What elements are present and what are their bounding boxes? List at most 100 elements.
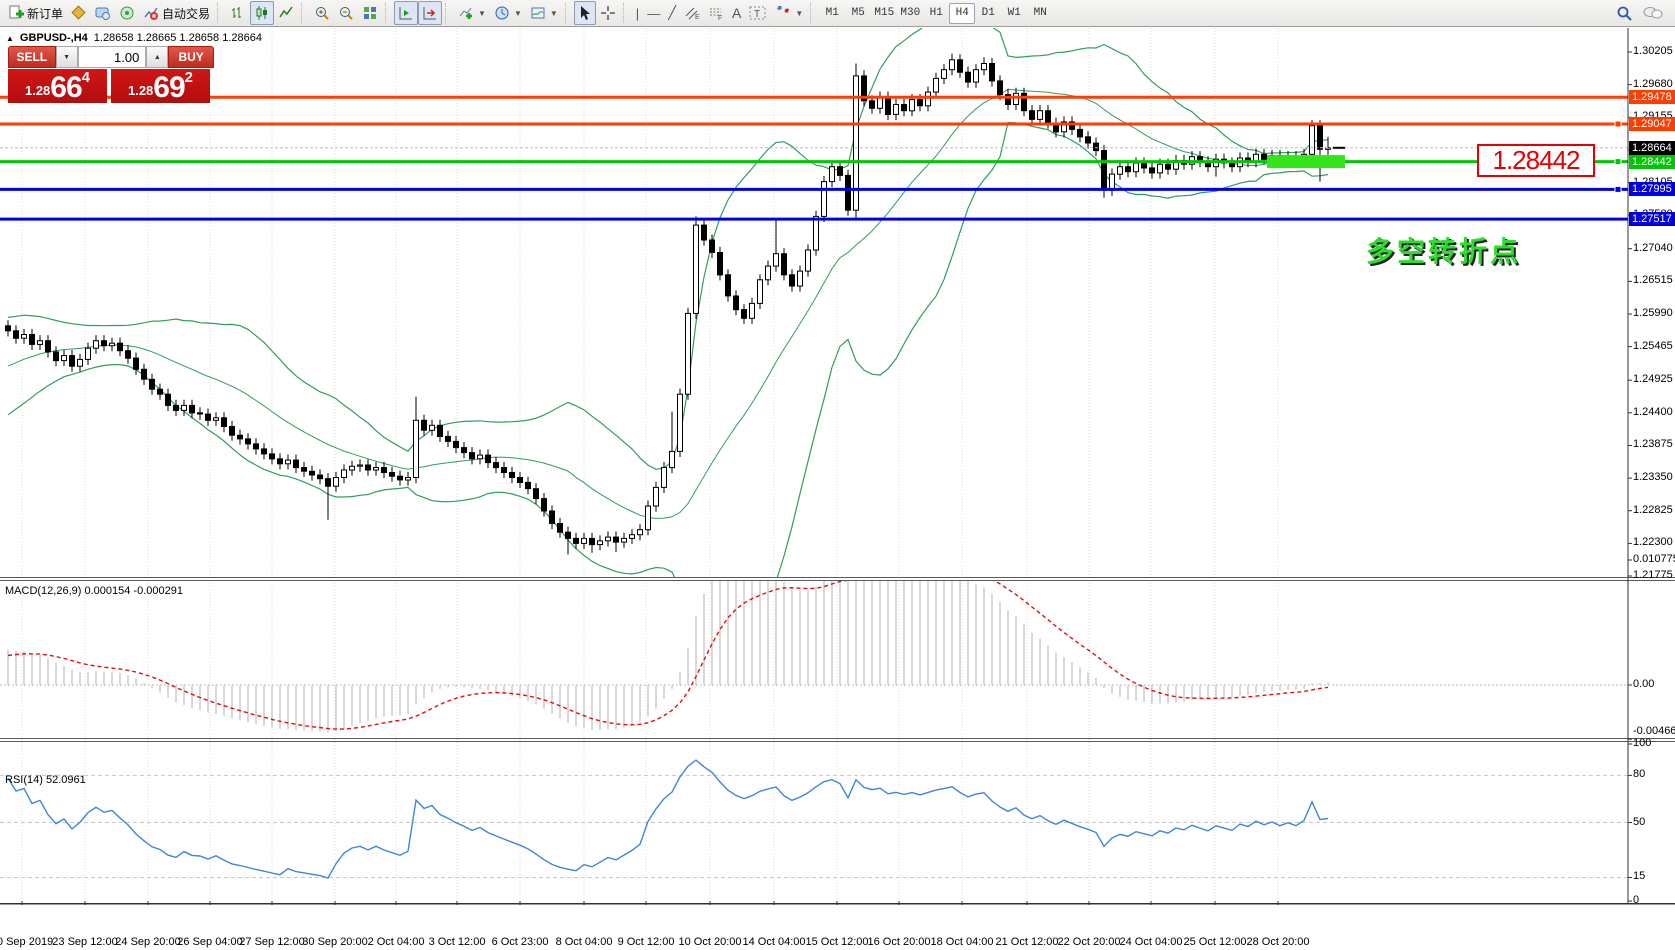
rsi-tick-label: 15	[1633, 870, 1646, 883]
auto-scroll-button[interactable]	[394, 1, 419, 25]
horizontal-line-button[interactable]: —	[643, 1, 664, 25]
rsi-tick-label: 0	[1633, 894, 1640, 906]
buy-price-box[interactable]: 1.28 69 2	[111, 69, 210, 103]
vertical-line-button[interactable]: |	[632, 1, 643, 25]
price-callout[interactable]: 1.28442	[1477, 144, 1595, 177]
timeframe-H1[interactable]: H1	[929, 7, 943, 20]
zoom-out-icon	[340, 7, 353, 20]
macd-tick-label: 0.010775	[1633, 553, 1675, 565]
price-tick-label: 1.23350	[1633, 471, 1673, 484]
time-tick-label: 2 Oct 04:00	[367, 936, 425, 948]
volume-decrease-button[interactable]: ▼	[55, 46, 78, 68]
toolbar-separator	[622, 3, 629, 23]
chart-annotation-text[interactable]: 多空转折点	[1366, 236, 1522, 267]
timeframe-H4[interactable]: H4	[949, 2, 976, 24]
toolbar-separator	[217, 3, 223, 23]
time-tick-label: 30 Sep 20:00	[302, 936, 368, 948]
text-icon: A	[732, 5, 742, 21]
autotrading-label: 自动交易	[162, 6, 211, 21]
time-tick-label: 27 Sep 12:00	[239, 936, 305, 948]
toolbar-separator	[301, 3, 307, 23]
trendline-button[interactable]: ╱	[664, 1, 680, 25]
arrows-button[interactable]: ▼	[771, 1, 807, 25]
search-icon[interactable]	[1616, 5, 1633, 22]
crosshair-button[interactable]	[596, 1, 620, 25]
price-tick-label: 1.22300	[1633, 536, 1673, 549]
timeframe-D1[interactable]: D1	[981, 7, 995, 20]
volume-increase-button[interactable]: ▲	[146, 46, 169, 68]
cursor-button[interactable]	[573, 1, 596, 25]
level-price-label: 1.29478	[1629, 90, 1675, 105]
current-price-label: 1.28664	[1629, 140, 1675, 155]
symbol-ohlc: 1.28658 1.28665 1.28658 1.28664	[93, 32, 262, 44]
time-tick-label: 15 Oct 12:00	[805, 936, 869, 948]
price-tick-label: 1.26515	[1633, 274, 1673, 287]
sell-button[interactable]: SELL	[8, 46, 56, 68]
time-tick-label: 16 Oct 20:00	[867, 936, 931, 948]
timeframe-M5[interactable]: M5	[851, 7, 865, 20]
symbol-collapse-icon[interactable]: ▲	[6, 33, 14, 43]
timeframe-bar: M1 M5 M15 M30 H1 H4 D1 W1 MN	[819, 2, 1053, 24]
zoom-out-button[interactable]	[334, 1, 358, 25]
time-tick-label: 10 Oct 20:00	[678, 936, 742, 948]
time-tick-label: 28 Oct 20:00	[1246, 936, 1310, 948]
bar-chart-button[interactable]	[226, 1, 250, 25]
macd-tick-label: 0.00	[1633, 678, 1655, 690]
time-tick-label: 3 Oct 12:00	[428, 936, 486, 948]
timeframe-M30[interactable]: M30	[900, 7, 921, 20]
price-tick-label: 1.25990	[1633, 306, 1673, 319]
new-order-icon	[9, 5, 24, 19]
dropdown-caret-icon: ▼	[795, 8, 804, 18]
price-tick-label: 1.29680	[1633, 77, 1673, 90]
time-tick-label: 18 Oct 04:00	[930, 936, 994, 948]
toolbar-separator	[810, 3, 816, 23]
timeframe-W1[interactable]: W1	[1007, 7, 1021, 20]
chart-shift-button[interactable]	[418, 1, 443, 25]
time-tick-label: 23 Sep 12:00	[52, 936, 118, 948]
bar-chart-icon	[232, 7, 242, 18]
price-tick-label: 1.23875	[1633, 438, 1673, 451]
autotrading-button[interactable]: 自动交易	[139, 1, 214, 25]
text-label-icon: T	[749, 6, 766, 20]
buy-button[interactable]: BUY	[168, 46, 214, 68]
tile-windows-button[interactable]	[358, 1, 382, 25]
fibonacci-button[interactable]: F	[704, 1, 728, 25]
volume-input[interactable]: 1.00	[77, 46, 147, 68]
line-chart-button[interactable]	[274, 1, 298, 25]
zoom-in-button[interactable]	[310, 1, 334, 25]
timeframe-MN[interactable]: MN	[1033, 7, 1047, 20]
one-click-trading-panel: SELL ▼ 1.00 ▲ BUY 1.28 66 4 1.28 69 2	[8, 46, 214, 103]
chart-window[interactable]: ▲ GBPUSD-,H4 1.28658 1.28665 1.28658 1.2…	[0, 28, 1675, 950]
equidistant-channel-button[interactable]: E	[680, 1, 704, 25]
chat-icon[interactable]	[1643, 5, 1663, 21]
buy-price-pips: 69	[153, 71, 185, 104]
toolbar-separator	[564, 3, 571, 23]
text-label-button[interactable]: T	[745, 1, 771, 25]
level-price-label: 1.27995	[1629, 182, 1675, 197]
timeframe-M1[interactable]: M1	[825, 7, 839, 20]
signals-icon	[120, 6, 134, 20]
time-tick-label: 14 Oct 04:00	[742, 936, 806, 948]
candlestick-chart-button[interactable]	[250, 1, 275, 25]
sell-price-box[interactable]: 1.28 66 4	[8, 69, 107, 103]
metaeditor-button[interactable]	[67, 1, 91, 25]
autotrading-icon	[144, 7, 159, 20]
indicators-button[interactable]: ▼	[454, 1, 490, 25]
trendline-icon: ╱	[668, 5, 677, 20]
templates-button[interactable]: ▼	[526, 1, 562, 25]
periods-button[interactable]: ▼	[490, 1, 526, 25]
timeframe-M15[interactable]: M15	[874, 7, 895, 20]
time-tick-label: 22 Oct 20:00	[1057, 936, 1121, 948]
signals-button[interactable]	[115, 1, 139, 25]
price-tick-label: 1.30205	[1633, 45, 1673, 57]
time-tick-label: 25 Oct 12:00	[1183, 936, 1247, 948]
terminal-button[interactable]	[91, 1, 115, 25]
rsi-tick-label: 100	[1633, 737, 1652, 749]
chart-shift-icon	[423, 7, 437, 20]
level-price-label: 1.29047	[1629, 116, 1675, 131]
text-button[interactable]: A	[728, 1, 745, 25]
new-order-button[interactable]: 新订单	[4, 1, 67, 25]
rsi-tick-label: 50	[1633, 815, 1646, 828]
dropdown-caret-icon: ▼	[513, 8, 522, 18]
